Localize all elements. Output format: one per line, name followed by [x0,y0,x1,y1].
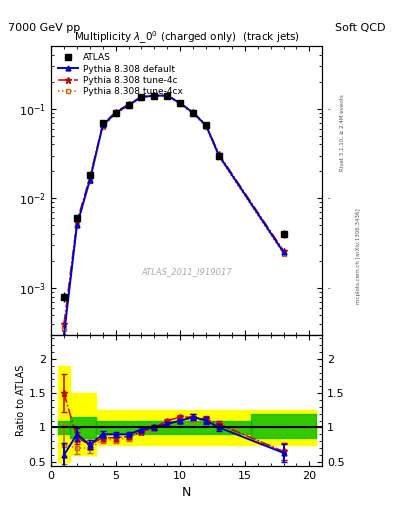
Text: ATLAS_2011_I919017: ATLAS_2011_I919017 [141,267,232,276]
Text: 7000 GeV pp: 7000 GeV pp [8,23,80,33]
Y-axis label: Ratio to ATLAS: Ratio to ATLAS [16,365,26,436]
Title: Multiplicity $\lambda\_0^0$ (charged only)  (track jets): Multiplicity $\lambda\_0^0$ (charged onl… [73,30,300,46]
Text: Soft QCD: Soft QCD [335,23,385,33]
Text: mcplots.cern.ch [arXiv:1306.3436]: mcplots.cern.ch [arXiv:1306.3436] [356,208,361,304]
Legend: ATLAS, Pythia 8.308 default, Pythia 8.308 tune-4c, Pythia 8.308 tune-4cx: ATLAS, Pythia 8.308 default, Pythia 8.30… [55,51,185,99]
Text: Rivet 3.1.10, ≥ 2.4M events: Rivet 3.1.10, ≥ 2.4M events [340,95,345,172]
X-axis label: N: N [182,486,191,499]
